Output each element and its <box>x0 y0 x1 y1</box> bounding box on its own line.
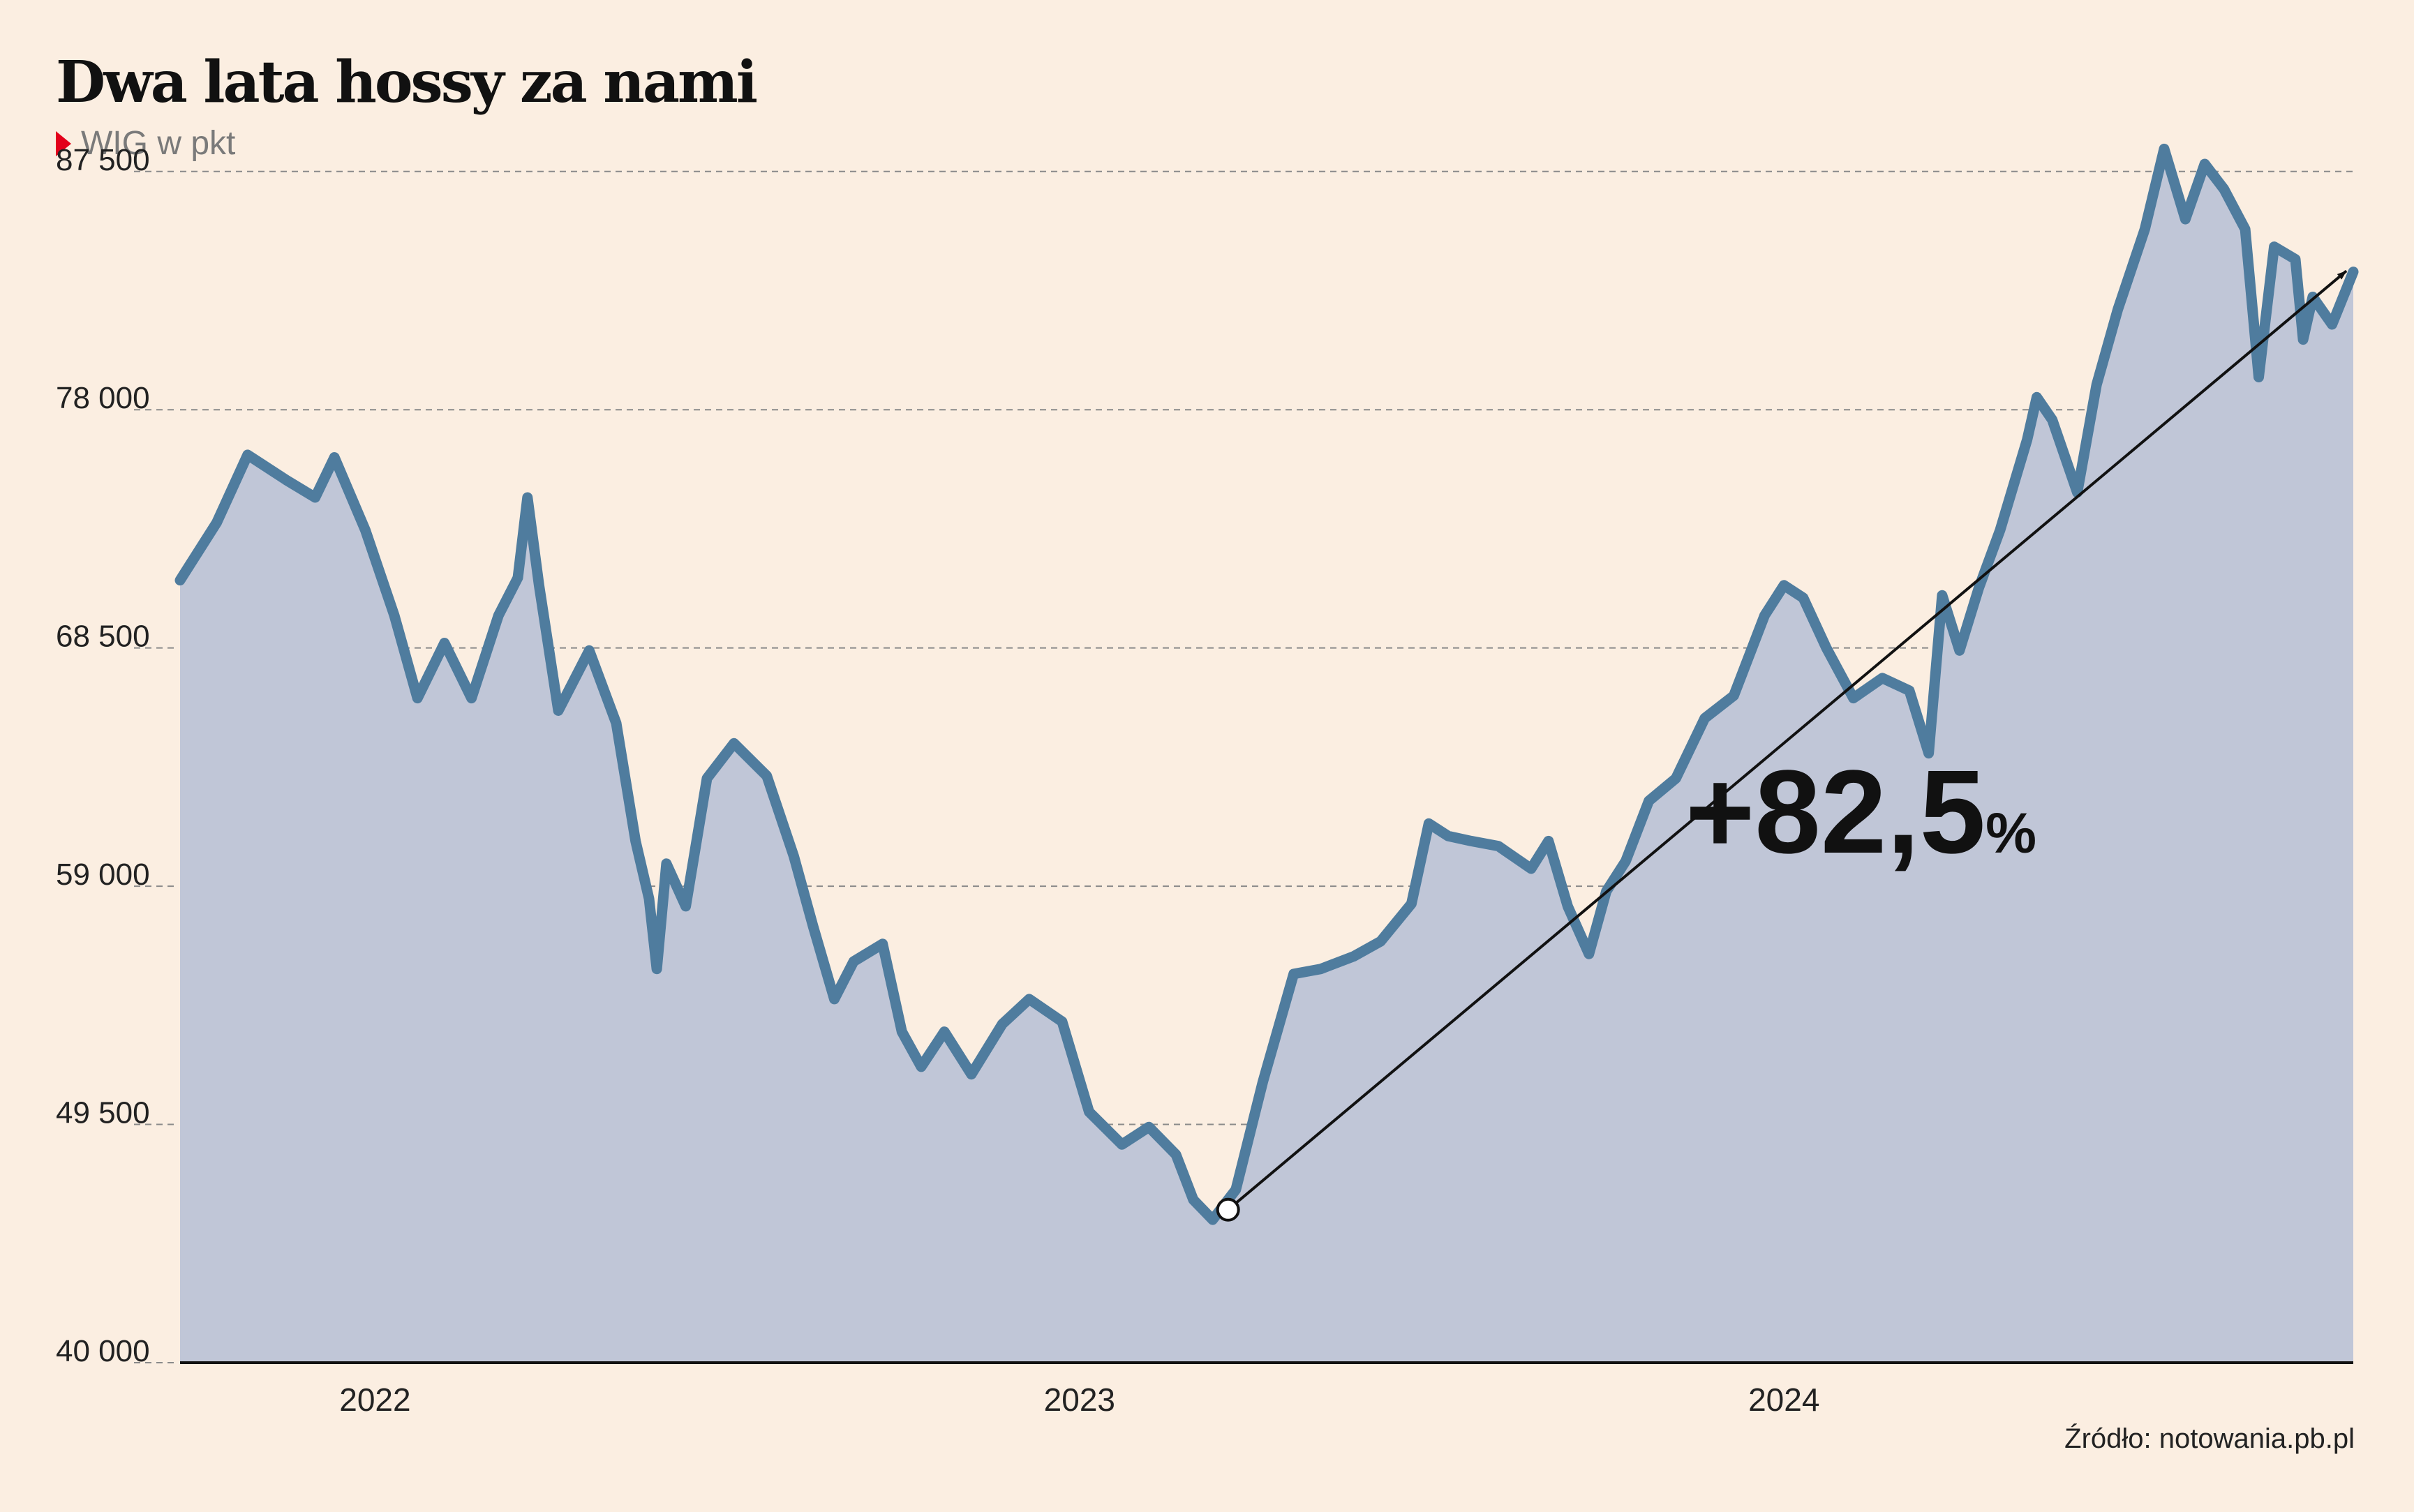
series-line <box>174 143 2359 1225</box>
change-value: +82,5 <box>1685 746 1985 878</box>
x-tick-label: 2024 <box>1748 1382 1819 1418</box>
change-annotation: +82,5% <box>1685 746 2036 878</box>
change-unit: % <box>1985 802 2036 865</box>
chart-subtitle: WIG w pkt <box>56 124 235 163</box>
chart-title: Dwa lata hossy za nami <box>56 49 758 116</box>
source-note: Źródło: notowania.pb.pl <box>2064 1423 2355 1454</box>
x-tick-label: 2023 <box>1044 1382 1115 1418</box>
area-layer <box>174 143 2359 1363</box>
low-point-marker <box>1216 1197 1240 1222</box>
growth-arrow <box>1227 269 2348 1211</box>
red-triangle-icon <box>56 130 71 156</box>
x-tick-label: 2022 <box>339 1382 410 1418</box>
arrow-layer <box>1216 269 2348 1222</box>
subtitle-text: WIG w pkt <box>81 125 236 162</box>
series-area <box>180 149 2353 1363</box>
